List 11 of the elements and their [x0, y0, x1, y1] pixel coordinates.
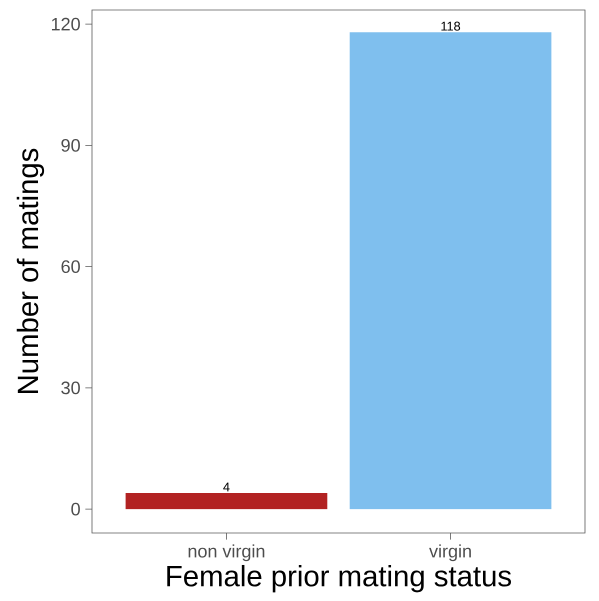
y-axis-title: Number of matings	[16, 148, 44, 393]
x-tick-label: virgin	[429, 544, 471, 562]
x-axis-title: Female prior mating status	[167, 564, 512, 592]
data-label: 118	[441, 22, 460, 31]
y-tick-label: 90	[61, 139, 80, 152]
data-label: 4	[223, 482, 230, 492]
y-tick-label: 30	[61, 382, 80, 394]
y-tick-label: 120	[52, 18, 80, 31]
y-tick-label: 60	[62, 260, 80, 274]
y-tick-label: 0	[71, 502, 80, 516]
x-tick-label: non virgin	[188, 544, 264, 562]
